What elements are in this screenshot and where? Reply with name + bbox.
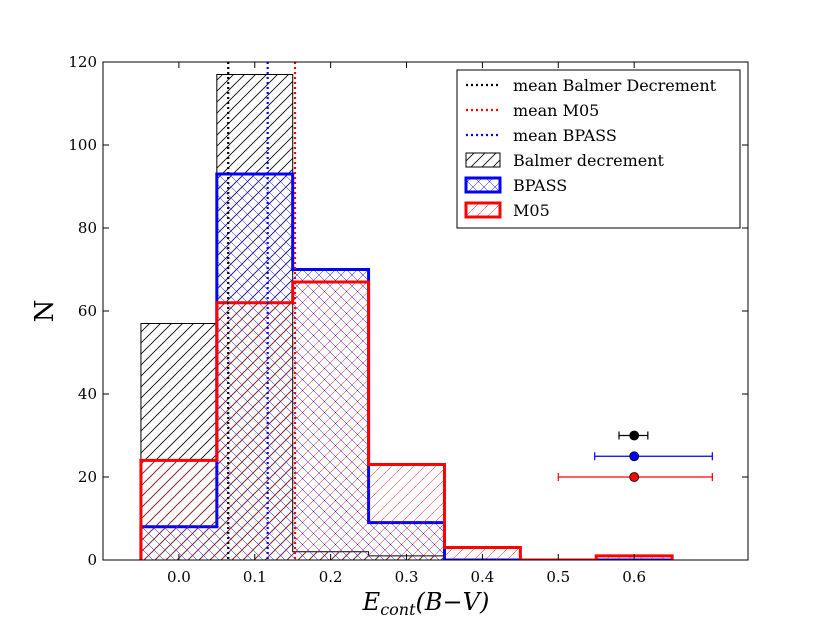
m05-bar-fill [368,464,445,560]
y-tick-label: 100 [68,136,97,154]
y-tick-label: 120 [68,53,97,71]
y-tick-label: 20 [78,468,97,486]
legend-mean-balmer-decrement-label: mean Balmer Decrement [513,76,717,95]
x-axis-label-rest: (B−V) [416,588,490,616]
legend-mean-bpass-label: mean BPASS [513,126,617,145]
mean-lines [227,62,297,560]
x-tick-label: 0.4 [470,568,494,586]
x-tick-label: 0.1 [243,568,267,586]
legend-box [456,69,741,229]
x-tick-label: 0.6 [622,568,646,586]
legend-bpass-label: BPASS [513,176,567,195]
x-tick-label: 0.3 [395,568,419,586]
m05-bar-fill [444,547,521,560]
x-tick-label: 0.2 [319,568,343,586]
legend: mean Balmer Decrement mean M05 mean BPASS B… [456,69,741,229]
legend-m05-label: M05 [513,201,550,220]
x-axis-label: Econt(B−V) [362,588,490,619]
legend-mean-m05-label: mean M05 [513,101,599,120]
x-axis-label-main: E [362,588,381,616]
y-tick-label: 0 [87,551,97,569]
histogram-bars [139,73,674,560]
legend-balmer-decrement-label: Balmer decrement [513,151,665,170]
legend-m05-swatch [464,201,502,219]
y-axis-label: N [30,300,60,323]
error-points [557,430,713,482]
m05-bar-fill [216,302,293,560]
m05-outline [139,280,674,560]
x-axis-label-sub: cont [380,600,416,619]
legend-bpass-swatch [464,176,502,194]
y-tick-label: 80 [78,219,97,237]
bpass-error-point [629,451,640,462]
x-tick-label: 0.0 [167,568,191,586]
m05-error-point [629,472,640,482]
legend-balmer-decrement-swatch [465,152,501,168]
m05-bar-fill [140,460,217,560]
y-tick-label: 60 [78,302,97,320]
y-tick-label: 40 [78,385,97,403]
balmer-decrement-error-point [629,430,640,441]
m05-bar-fill [292,281,369,560]
axis-ticks: 0.0 0.1 0.2 0.3 0.4 0.5 0.6 0 20 40 60 80 100 120 [68,53,748,586]
x-tick-label: 0.5 [546,568,570,586]
